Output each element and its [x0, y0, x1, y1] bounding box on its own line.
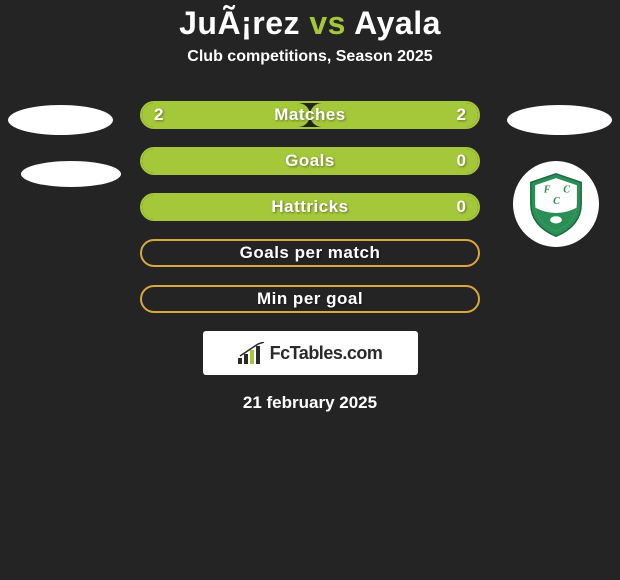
stat-row: Hattricks 0 — [140, 193, 480, 221]
main-container: JuÃ¡rez vs Ayala Club competitions, Seas… — [0, 0, 620, 413]
team-a-name: JuÃ¡rez — [179, 5, 300, 41]
avatar-right-club: F C C — [513, 161, 599, 247]
stat-value-right: 0 — [457, 151, 466, 171]
vs-text: vs — [309, 5, 346, 41]
stat-row: Goals 0 — [140, 147, 480, 175]
stat-value-right: 2 — [457, 105, 466, 125]
subtitle: Club competitions, Season 2025 — [0, 48, 620, 66]
stat-row: Goals per match — [140, 239, 480, 267]
fctables-badge[interactable]: FcTables.com — [203, 331, 418, 375]
stat-value-right: 0 — [457, 197, 466, 217]
svg-text:C: C — [563, 184, 570, 195]
stat-label: Matches — [274, 105, 346, 125]
stat-row: Min per goal — [140, 285, 480, 313]
stats-area: F C C Matches 2 2 Goals 0 Hattricks 0 Goals per… — [0, 101, 620, 413]
stat-row: Matches 2 2 — [140, 101, 480, 129]
avatar-left-country — [8, 105, 113, 135]
stat-value-left: 2 — [154, 105, 163, 125]
stat-label: Goals — [285, 151, 335, 171]
stat-label: Hattricks — [271, 197, 348, 217]
page-title: JuÃ¡rez vs Ayala — [0, 5, 620, 42]
avatar-left-player — [21, 161, 121, 187]
date-text: 21 february 2025 — [0, 393, 620, 413]
fctables-logo-icon: FcTables.com — [238, 342, 383, 364]
svg-text:C: C — [553, 196, 560, 207]
team-b-name: Ayala — [354, 5, 441, 41]
avatar-right-country — [507, 105, 612, 135]
fctables-text: FcTables.com — [270, 343, 383, 364]
club-logo-icon: F C C — [520, 168, 592, 240]
svg-text:F: F — [543, 184, 551, 195]
stat-label: Goals per match — [240, 243, 381, 263]
stat-label: Min per goal — [257, 289, 363, 309]
